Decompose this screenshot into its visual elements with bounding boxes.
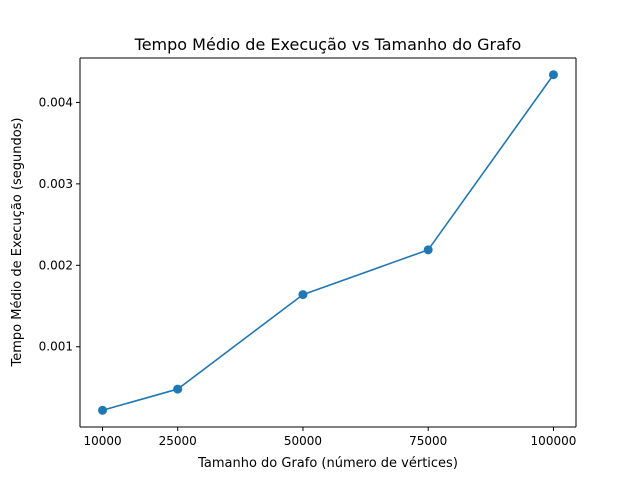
y-tick-label: 0.003 xyxy=(39,177,73,191)
data-point xyxy=(298,290,308,300)
y-axis-ticks: 0.001 0.002 0.003 0.004 xyxy=(39,95,80,354)
y-tick-label: 0.001 xyxy=(39,340,73,354)
data-point xyxy=(98,405,108,415)
series-layer xyxy=(98,70,558,415)
x-tick-label: 25000 xyxy=(159,434,197,448)
plot-area: 10000 25000 50000 75000 100000 0.0010.0020.0… xyxy=(39,57,577,448)
y-tick-label: 0.002 xyxy=(39,258,73,272)
x-tick-label: 75000 xyxy=(409,434,447,448)
x-axis-ticks: 10000 25000 50000 75000 100000 xyxy=(83,427,576,448)
x-tick-label: 10000 xyxy=(83,434,121,448)
x-tick-label: 100000 xyxy=(531,434,577,448)
x-axis-label: Tamanho do Grafo (número de vértices) xyxy=(197,456,458,471)
y-tick-label: 0.004 xyxy=(39,95,73,109)
data-point xyxy=(423,245,433,255)
chart-title: Tempo Médio de Execução vs Tamanho do Gr… xyxy=(134,35,522,54)
axes-frame xyxy=(79,57,577,428)
data-point xyxy=(548,70,558,80)
x-tick-label: 50000 xyxy=(284,434,322,448)
data-point xyxy=(173,384,183,394)
y-axis-label: Tempo Médio de Execução (segundos) xyxy=(10,118,25,368)
